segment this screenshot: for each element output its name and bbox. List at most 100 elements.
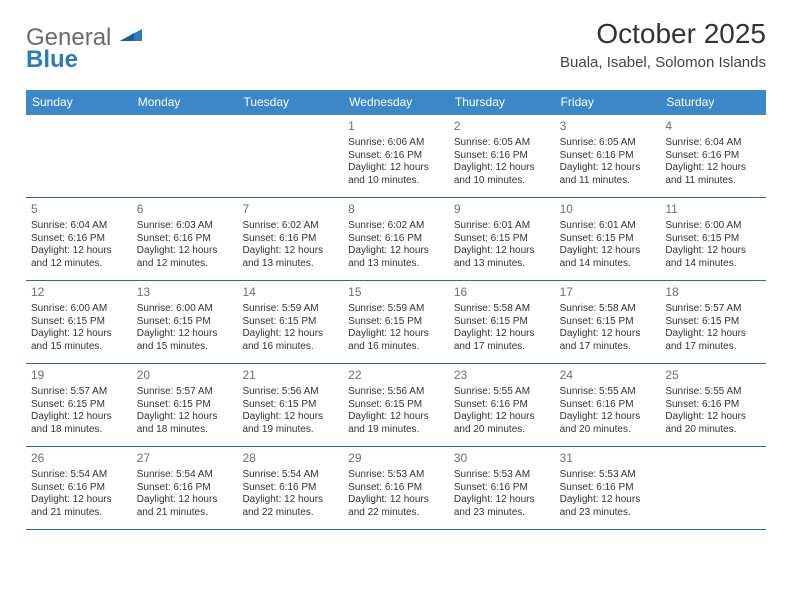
day-number: 19 — [31, 368, 127, 383]
day-number: 30 — [454, 451, 550, 466]
dow-row: SundayMondayTuesdayWednesdayThursdayFrid… — [26, 90, 766, 115]
day-cell: 23Sunrise: 5:55 AMSunset: 6:16 PMDayligh… — [449, 364, 555, 446]
sunrise-line: Sunrise: 5:55 AM — [665, 386, 761, 399]
day-cell: 3Sunrise: 6:05 AMSunset: 6:16 PMDaylight… — [555, 115, 661, 197]
sunset-line: Sunset: 6:15 PM — [454, 316, 550, 329]
week-row: 5Sunrise: 6:04 AMSunset: 6:16 PMDaylight… — [26, 198, 766, 281]
sunset-line: Sunset: 6:15 PM — [137, 399, 233, 412]
daylight-line: and 19 minutes. — [348, 424, 444, 437]
sunset-line: Sunset: 6:15 PM — [31, 316, 127, 329]
sunrise-line: Sunrise: 5:57 AM — [137, 386, 233, 399]
sunset-line: Sunset: 6:15 PM — [560, 316, 656, 329]
day-cell: 9Sunrise: 6:01 AMSunset: 6:15 PMDaylight… — [449, 198, 555, 280]
daylight-line: Daylight: 12 hours — [454, 162, 550, 175]
sunrise-line: Sunrise: 6:04 AM — [31, 220, 127, 233]
sunrise-line: Sunrise: 5:56 AM — [242, 386, 338, 399]
sunrise-line: Sunrise: 5:58 AM — [454, 303, 550, 316]
daylight-line: Daylight: 12 hours — [137, 411, 233, 424]
daylight-line: Daylight: 12 hours — [348, 328, 444, 341]
week-row: 1Sunrise: 6:06 AMSunset: 6:16 PMDaylight… — [26, 115, 766, 198]
day-cell: 2Sunrise: 6:05 AMSunset: 6:16 PMDaylight… — [449, 115, 555, 197]
dow-friday: Friday — [555, 90, 661, 115]
daylight-line: Daylight: 12 hours — [665, 328, 761, 341]
sunrise-line: Sunrise: 5:55 AM — [560, 386, 656, 399]
header: General Blue October 2025 Buala, Isabel,… — [26, 18, 766, 80]
day-number: 22 — [348, 368, 444, 383]
calendar: SundayMondayTuesdayWednesdayThursdayFrid… — [26, 90, 766, 530]
day-number: 28 — [242, 451, 338, 466]
sunrise-line: Sunrise: 5:54 AM — [242, 469, 338, 482]
sunrise-line: Sunrise: 5:53 AM — [560, 469, 656, 482]
daylight-line: and 19 minutes. — [242, 424, 338, 437]
day-cell: 16Sunrise: 5:58 AMSunset: 6:15 PMDayligh… — [449, 281, 555, 363]
day-number: 29 — [348, 451, 444, 466]
day-number: 14 — [242, 285, 338, 300]
daylight-line: and 23 minutes. — [560, 507, 656, 520]
daylight-line: and 18 minutes. — [31, 424, 127, 437]
sunset-line: Sunset: 6:15 PM — [560, 233, 656, 246]
sunset-line: Sunset: 6:16 PM — [454, 399, 550, 412]
day-number: 26 — [31, 451, 127, 466]
daylight-line: and 20 minutes. — [454, 424, 550, 437]
sunset-line: Sunset: 6:16 PM — [348, 150, 444, 163]
sunset-line: Sunset: 6:16 PM — [454, 150, 550, 163]
day-number: 27 — [137, 451, 233, 466]
weeks-container: 1Sunrise: 6:06 AMSunset: 6:16 PMDaylight… — [26, 115, 766, 530]
sunrise-line: Sunrise: 6:01 AM — [560, 220, 656, 233]
sunrise-line: Sunrise: 6:06 AM — [348, 137, 444, 150]
daylight-line: and 16 minutes. — [348, 341, 444, 354]
sunrise-line: Sunrise: 5:56 AM — [348, 386, 444, 399]
day-number: 10 — [560, 202, 656, 217]
sunset-line: Sunset: 6:16 PM — [137, 482, 233, 495]
daylight-line: Daylight: 12 hours — [454, 328, 550, 341]
day-number: 18 — [665, 285, 761, 300]
daylight-line: and 14 minutes. — [560, 258, 656, 271]
day-cell: 31Sunrise: 5:53 AMSunset: 6:16 PMDayligh… — [555, 447, 661, 529]
daylight-line: Daylight: 12 hours — [31, 328, 127, 341]
sunrise-line: Sunrise: 5:57 AM — [665, 303, 761, 316]
daylight-line: Daylight: 12 hours — [348, 411, 444, 424]
sunrise-line: Sunrise: 5:54 AM — [31, 469, 127, 482]
sunset-line: Sunset: 6:15 PM — [665, 316, 761, 329]
sunrise-line: Sunrise: 6:05 AM — [560, 137, 656, 150]
day-cell: 6Sunrise: 6:03 AMSunset: 6:16 PMDaylight… — [132, 198, 238, 280]
daylight-line: Daylight: 12 hours — [560, 494, 656, 507]
day-cell: 13Sunrise: 6:00 AMSunset: 6:15 PMDayligh… — [132, 281, 238, 363]
daylight-line: Daylight: 12 hours — [137, 494, 233, 507]
daylight-line: Daylight: 12 hours — [242, 411, 338, 424]
sunset-line: Sunset: 6:15 PM — [348, 399, 444, 412]
day-number: 11 — [665, 202, 761, 217]
sunset-line: Sunset: 6:16 PM — [348, 233, 444, 246]
sunrise-line: Sunrise: 5:53 AM — [454, 469, 550, 482]
daylight-line: and 13 minutes. — [242, 258, 338, 271]
daylight-line: and 21 minutes. — [31, 507, 127, 520]
dow-wednesday: Wednesday — [343, 90, 449, 115]
day-number: 13 — [137, 285, 233, 300]
day-number: 24 — [560, 368, 656, 383]
day-cell: 24Sunrise: 5:55 AMSunset: 6:16 PMDayligh… — [555, 364, 661, 446]
daylight-line: and 17 minutes. — [665, 341, 761, 354]
day-cell: 5Sunrise: 6:04 AMSunset: 6:16 PMDaylight… — [26, 198, 132, 280]
week-row: 26Sunrise: 5:54 AMSunset: 6:16 PMDayligh… — [26, 447, 766, 530]
day-number: 2 — [454, 119, 550, 134]
daylight-line: Daylight: 12 hours — [348, 245, 444, 258]
daylight-line: Daylight: 12 hours — [348, 162, 444, 175]
day-number: 17 — [560, 285, 656, 300]
daylight-line: and 20 minutes. — [665, 424, 761, 437]
day-cell: 19Sunrise: 5:57 AMSunset: 6:15 PMDayligh… — [26, 364, 132, 446]
sunrise-line: Sunrise: 6:02 AM — [348, 220, 444, 233]
day-number: 1 — [348, 119, 444, 134]
daylight-line: Daylight: 12 hours — [665, 245, 761, 258]
daylight-line: Daylight: 12 hours — [454, 245, 550, 258]
daylight-line: and 21 minutes. — [137, 507, 233, 520]
sunrise-line: Sunrise: 5:57 AM — [31, 386, 127, 399]
day-number: 12 — [31, 285, 127, 300]
sunrise-line: Sunrise: 6:03 AM — [137, 220, 233, 233]
day-number: 20 — [137, 368, 233, 383]
sunrise-line: Sunrise: 6:01 AM — [454, 220, 550, 233]
daylight-line: and 10 minutes. — [348, 175, 444, 188]
sunset-line: Sunset: 6:15 PM — [137, 316, 233, 329]
day-cell: 25Sunrise: 5:55 AMSunset: 6:16 PMDayligh… — [660, 364, 766, 446]
dow-monday: Monday — [132, 90, 238, 115]
sunrise-line: Sunrise: 5:59 AM — [242, 303, 338, 316]
